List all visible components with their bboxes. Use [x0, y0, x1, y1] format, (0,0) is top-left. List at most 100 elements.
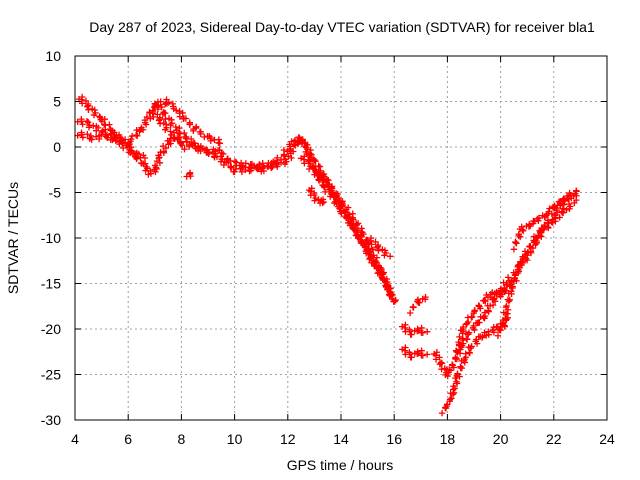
data-point: [95, 124, 102, 132]
data-point: [280, 146, 288, 154]
data-point: [109, 136, 116, 144]
data-point: [486, 302, 494, 310]
data-point: [306, 150, 314, 158]
data-point: [153, 165, 160, 173]
series-track-12: [406, 293, 429, 317]
data-point: [127, 138, 134, 145]
data-point: [351, 226, 359, 234]
axis-ticks: [74, 55, 608, 421]
data-point: [87, 132, 94, 140]
x-tick-label: 24: [599, 431, 615, 447]
data-point: [281, 152, 288, 160]
x-tick-label: 20: [493, 431, 509, 447]
data-point: [154, 105, 162, 113]
data-point: [298, 137, 306, 144]
data-point: [162, 144, 170, 152]
data-point: [544, 210, 552, 217]
data-point: [558, 208, 565, 215]
data-point: [92, 109, 99, 117]
data-point: [465, 329, 473, 336]
y-tick-label: -20: [41, 321, 61, 337]
data-point: [481, 297, 488, 304]
data-point: [308, 185, 315, 192]
data-point: [305, 165, 313, 173]
x-tick-label: 22: [546, 431, 562, 447]
data-point: [358, 225, 365, 232]
data-point: [138, 124, 145, 131]
data-point: [485, 308, 492, 315]
series-track-16: [494, 310, 512, 339]
data-point: [415, 299, 422, 306]
y-tick-label: -10: [41, 230, 61, 246]
x-tick-label: 6: [124, 431, 132, 447]
data-point: [367, 237, 374, 244]
data-point: [446, 396, 454, 403]
data-point: [457, 363, 464, 370]
data-point: [515, 230, 522, 238]
data-point: [141, 154, 149, 162]
data-point: [215, 136, 223, 143]
data-point: [463, 320, 471, 327]
data-point: [312, 169, 320, 176]
x-tick-label: 12: [280, 431, 296, 447]
data-series: [74, 93, 580, 417]
data-point: [97, 131, 105, 139]
data-point: [370, 257, 377, 264]
data-point: [419, 329, 427, 336]
data-point: [124, 142, 131, 149]
series-track-14: [438, 196, 580, 417]
data-point: [183, 133, 190, 141]
data-point: [311, 191, 318, 199]
data-point: [499, 321, 506, 328]
data-point: [438, 409, 446, 417]
data-point: [158, 103, 165, 111]
data-point: [319, 199, 326, 207]
data-point: [511, 275, 519, 283]
data-point: [466, 349, 474, 357]
data-point: [519, 226, 526, 233]
data-point: [513, 240, 520, 247]
data-point: [444, 372, 451, 380]
data-point: [527, 248, 535, 255]
chart-title: Day 287 of 2023, Sidereal Day-to-day VTE…: [89, 19, 595, 35]
data-point: [155, 154, 162, 162]
data-point: [386, 253, 394, 260]
data-point: [143, 113, 151, 121]
data-point: [514, 263, 521, 270]
data-point: [205, 149, 213, 156]
data-point: [288, 138, 295, 145]
data-point: [181, 129, 188, 137]
data-point: [480, 314, 487, 321]
data-point: [458, 364, 466, 372]
series-track-6: [183, 169, 194, 180]
data-point: [147, 167, 154, 175]
data-point: [454, 371, 461, 378]
data-point: [372, 263, 380, 270]
data-point: [127, 147, 135, 154]
data-point: [438, 360, 446, 367]
data-point: [317, 167, 324, 175]
data-point: [352, 232, 360, 239]
data-point: [549, 216, 556, 223]
data-point: [104, 134, 111, 141]
data-point: [432, 356, 440, 363]
data-point: [478, 334, 486, 341]
data-point: [333, 192, 340, 200]
data-point: [248, 160, 256, 168]
data-point: [353, 231, 361, 238]
data-point: [145, 171, 152, 178]
data-point: [176, 130, 184, 137]
data-point: [551, 202, 558, 210]
data-point: [471, 307, 479, 314]
data-point: [470, 309, 477, 317]
data-point: [419, 352, 427, 359]
grid: [75, 56, 607, 420]
data-point: [421, 296, 429, 303]
series-track-17: [510, 187, 580, 253]
data-point: [181, 145, 188, 153]
data-point: [463, 336, 471, 343]
x-tick-label: 4: [71, 431, 79, 447]
data-point: [508, 277, 515, 284]
data-point: [476, 303, 483, 310]
data-point: [468, 313, 475, 321]
